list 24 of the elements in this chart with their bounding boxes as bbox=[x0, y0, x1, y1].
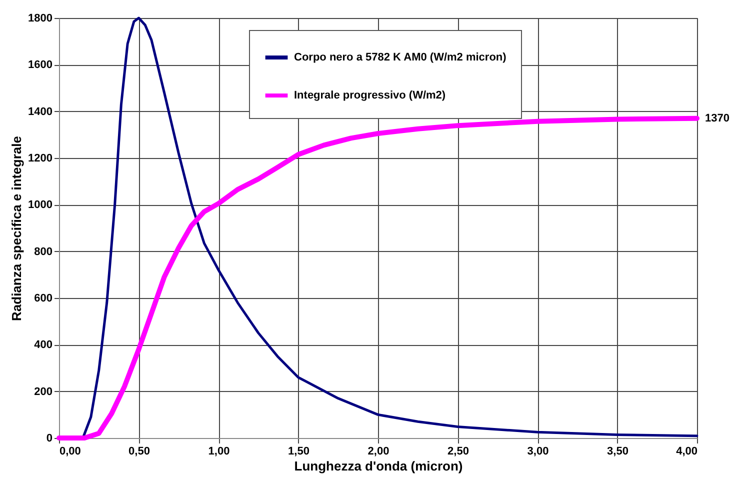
y-axis-title: Radianza specifica e integrale bbox=[9, 136, 24, 321]
y-tick-label: 0 bbox=[46, 432, 52, 444]
x-tick-label: 0,00 bbox=[60, 446, 81, 458]
x-tick-label: 2,50 bbox=[448, 446, 469, 458]
y-tick-label: 1400 bbox=[28, 106, 52, 118]
x-tick-label: 2,00 bbox=[368, 446, 390, 458]
y-tick-label: 1800 bbox=[28, 12, 52, 24]
x-tick-label: 3,50 bbox=[607, 446, 628, 458]
x-tick-label: 0,50 bbox=[128, 446, 150, 458]
y-tick-label: 200 bbox=[34, 386, 52, 398]
legend-label: Integrale progressivo (W/m2) bbox=[294, 90, 446, 102]
y-tick-label: 400 bbox=[34, 339, 52, 352]
y-tick-label: 600 bbox=[34, 292, 52, 304]
x-tick-label: 4,00 bbox=[676, 446, 698, 458]
x-tick-label: 1,00 bbox=[208, 446, 230, 458]
y-tick-label: 1600 bbox=[28, 59, 52, 72]
y-tick-label: 800 bbox=[34, 246, 52, 258]
x-axis-title: Lunghezza d'onda (micron) bbox=[294, 458, 463, 474]
legend-label: Corpo nero a 5782 K AM0 (W/m2 micron) bbox=[294, 52, 507, 64]
y-tick-label: 1000 bbox=[28, 199, 52, 212]
annotation: 1370 bbox=[705, 112, 730, 124]
y-tick-label: 1200 bbox=[28, 152, 52, 164]
x-tick-label: 3,00 bbox=[527, 446, 549, 458]
x-tick-label: 1,50 bbox=[288, 446, 310, 458]
